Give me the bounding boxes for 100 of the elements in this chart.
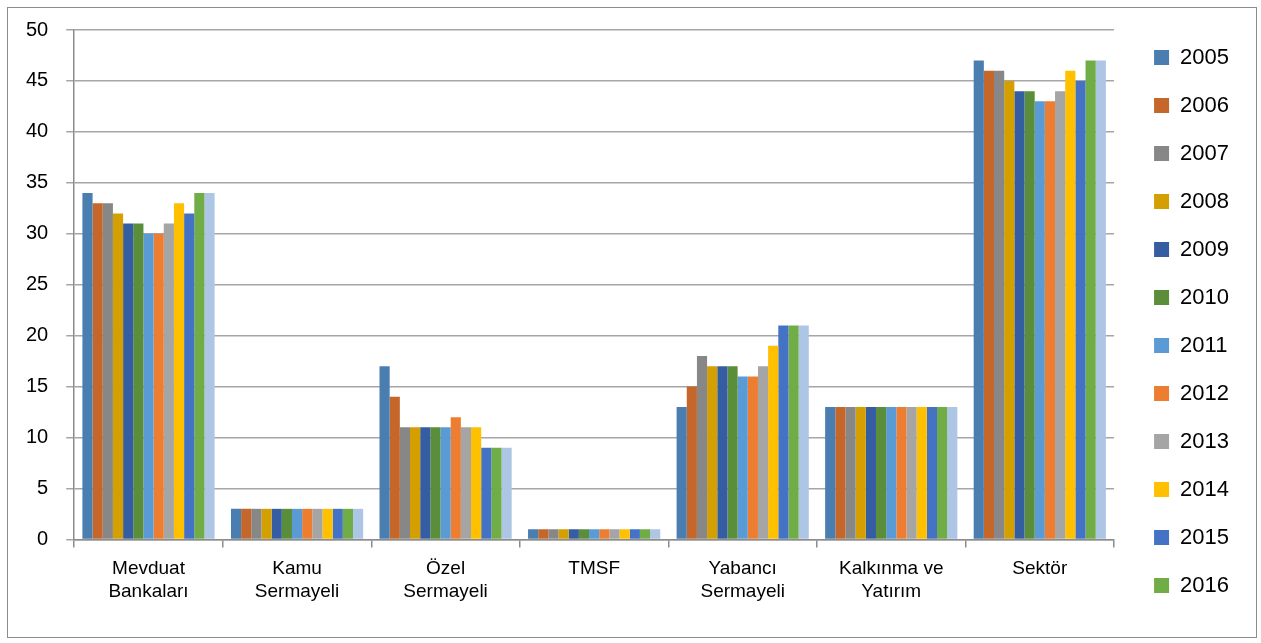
bar — [82, 193, 93, 539]
bar — [291, 508, 303, 539]
bar — [322, 508, 333, 539]
bar — [261, 508, 272, 539]
legend-label: 2005 — [1180, 43, 1230, 69]
bar — [112, 213, 124, 539]
legend-label: 2008 — [1180, 187, 1230, 213]
bar — [875, 406, 887, 539]
bar — [798, 325, 809, 539]
y-tick-label: 25 — [26, 272, 49, 295]
bar — [1014, 91, 1025, 539]
y-tick-label: 45 — [26, 68, 49, 91]
bar — [1055, 91, 1066, 539]
bar — [528, 529, 539, 539]
legend-label: 2007 — [1180, 139, 1230, 165]
legend-label: 2010 — [1180, 283, 1230, 309]
bar — [271, 508, 282, 539]
bar — [184, 213, 195, 539]
bar — [855, 406, 866, 539]
bar — [568, 529, 579, 539]
bar — [450, 417, 461, 539]
x-tick-label: Kalkınma ve Yatırım — [838, 557, 944, 601]
bar — [737, 376, 748, 539]
x-tick-label: TMSF — [568, 557, 621, 579]
bar — [440, 427, 451, 539]
bar — [973, 60, 984, 539]
bar — [947, 406, 958, 539]
y-tick-label: 40 — [26, 119, 49, 142]
legend-label: 2009 — [1180, 235, 1230, 261]
bar — [778, 325, 789, 539]
bar — [538, 529, 549, 539]
legend-label: 2006 — [1180, 91, 1230, 117]
y-tick-label: 5 — [37, 475, 49, 498]
y-tick-label: 15 — [26, 374, 49, 397]
bar — [629, 529, 640, 539]
bar — [578, 529, 590, 539]
bar — [420, 427, 431, 539]
bar — [410, 427, 421, 539]
bar — [650, 529, 661, 539]
bar — [460, 427, 472, 539]
bar — [342, 508, 353, 539]
legend-label: 2011 — [1180, 331, 1228, 357]
bar — [906, 406, 917, 539]
x-tick-label: Mevduat Bankaları — [108, 557, 189, 601]
bar — [92, 203, 103, 539]
bar — [558, 529, 569, 539]
bar — [983, 70, 995, 539]
bar — [241, 508, 252, 539]
bar — [230, 508, 242, 539]
bar — [353, 508, 364, 539]
y-tick-label: 50 — [26, 17, 49, 40]
bar — [1004, 80, 1015, 539]
legend-label: 2016 — [1180, 571, 1230, 597]
bar — [865, 406, 876, 539]
y-tick-label: 30 — [26, 221, 49, 244]
bar — [491, 447, 502, 539]
bar — [788, 325, 799, 539]
x-tick-label: Sektör — [1012, 557, 1068, 579]
bar — [926, 406, 938, 539]
bar — [619, 529, 630, 539]
bar — [639, 529, 651, 539]
bar — [747, 376, 758, 539]
bar — [757, 366, 769, 539]
bar — [599, 529, 610, 539]
x-tick-label: Kamu Sermayeli — [254, 557, 340, 601]
bar — [204, 193, 215, 539]
bar — [501, 447, 512, 539]
bar — [768, 345, 779, 539]
y-tick-label: 10 — [26, 425, 49, 448]
bar — [379, 366, 390, 539]
bar — [133, 223, 144, 539]
legend-label: 2015 — [1180, 523, 1230, 549]
bar — [1034, 101, 1045, 539]
bar — [1044, 101, 1056, 539]
bar — [173, 203, 185, 539]
bar — [676, 406, 687, 539]
bar — [1085, 60, 1096, 539]
bar — [825, 406, 836, 539]
bar — [589, 529, 600, 539]
bar — [707, 366, 718, 539]
bar — [717, 366, 728, 539]
bar — [1095, 60, 1106, 539]
bar — [312, 508, 323, 539]
bar — [835, 406, 846, 539]
bar — [1075, 80, 1086, 539]
bar — [332, 508, 343, 539]
y-tick-label: 0 — [37, 526, 49, 549]
bar — [471, 427, 482, 539]
bar — [686, 386, 697, 539]
bar — [389, 396, 400, 539]
bar — [937, 406, 948, 539]
legend-label: 2014 — [1180, 475, 1230, 501]
bar — [727, 366, 738, 539]
bar — [481, 447, 492, 539]
bar — [896, 406, 907, 539]
legend-label: 2013 — [1180, 427, 1230, 453]
bar — [430, 427, 441, 539]
bar — [123, 223, 134, 539]
bar — [143, 233, 154, 539]
bar — [916, 406, 927, 539]
